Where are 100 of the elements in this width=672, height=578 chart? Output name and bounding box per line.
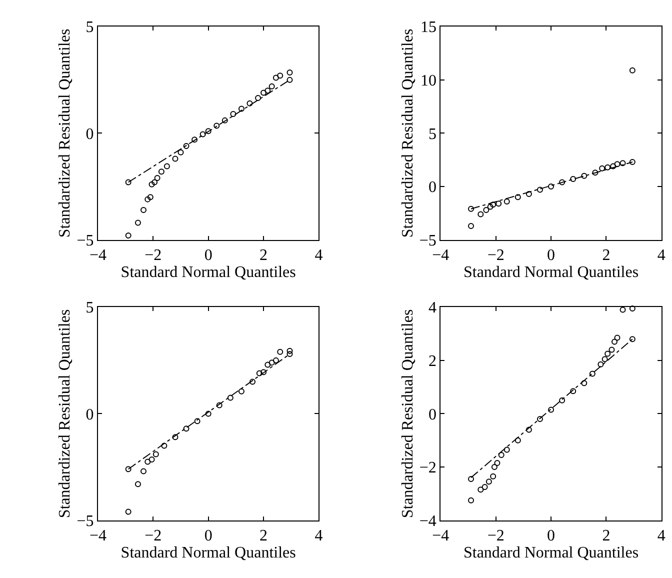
- point: [264, 362, 271, 368]
- point: [277, 348, 284, 355]
- point: [483, 206, 490, 213]
- x-tick-label: 2: [260, 247, 268, 264]
- point: [548, 406, 554, 413]
- point: [486, 478, 492, 485]
- point: [614, 334, 620, 341]
- point: [610, 163, 616, 170]
- point: [260, 369, 267, 376]
- point: [144, 196, 151, 202]
- x-tick-label: −2: [487, 528, 504, 545]
- point: [125, 179, 132, 186]
- point: [514, 194, 521, 200]
- point: [268, 83, 275, 90]
- point: [526, 190, 532, 197]
- point: [496, 200, 502, 207]
- point: [468, 206, 474, 212]
- point: [183, 143, 190, 150]
- point: [490, 473, 496, 480]
- x-tick-label: 0: [547, 247, 556, 264]
- x-tick-label: −2: [487, 247, 504, 264]
- point: [264, 88, 271, 94]
- point: [125, 508, 132, 515]
- point: [216, 402, 222, 408]
- point: [620, 160, 626, 166]
- y-tick-label: 0: [86, 406, 94, 424]
- x-tick-label: 4: [657, 528, 666, 545]
- point: [256, 370, 262, 376]
- point: [629, 336, 636, 342]
- point: [183, 426, 190, 432]
- point: [205, 410, 212, 417]
- point: [581, 172, 588, 179]
- point: [536, 186, 543, 193]
- x-tick-label: 0: [204, 528, 212, 545]
- point: [559, 179, 566, 186]
- point: [599, 165, 606, 172]
- y-axis-title: Standardized Residual Quantiles: [399, 28, 416, 238]
- point: [526, 426, 532, 433]
- point: [570, 388, 576, 394]
- point: [570, 176, 576, 182]
- y-tick-label: 10: [420, 72, 436, 90]
- point: [178, 149, 184, 156]
- point: [238, 388, 244, 394]
- point: [504, 446, 510, 453]
- y-axis-title: Standardized Residual Quantiles: [399, 309, 416, 518]
- point: [468, 497, 474, 504]
- x-tick-label: 4: [657, 247, 666, 264]
- y-tick-label: −5: [419, 232, 436, 250]
- y-axis-title: Standardized Residual Quantiles: [56, 28, 74, 238]
- point: [272, 74, 279, 81]
- point: [148, 456, 155, 463]
- x-tick-label: 2: [260, 528, 268, 545]
- point: [611, 338, 618, 345]
- point: [498, 452, 504, 458]
- point: [227, 394, 234, 401]
- point: [154, 174, 160, 181]
- point: [286, 69, 293, 76]
- x-tick-label: −2: [144, 247, 162, 264]
- point: [478, 211, 484, 218]
- point: [581, 380, 588, 386]
- x-axis-title: Standard Normal Quantiles: [463, 544, 639, 562]
- point: [598, 361, 604, 368]
- point: [604, 164, 611, 170]
- point: [172, 434, 178, 440]
- point: [172, 156, 178, 162]
- point: [548, 184, 554, 190]
- x-tick-label: 4: [314, 528, 323, 545]
- point: [238, 106, 244, 112]
- point: [161, 442, 168, 449]
- y-tick-label: 5: [86, 300, 94, 317]
- point: [158, 168, 164, 175]
- point: [255, 95, 262, 102]
- y-tick-label: 0: [428, 179, 436, 196]
- point: [144, 458, 151, 465]
- y-tick-label: −4: [419, 512, 436, 530]
- point: [286, 348, 293, 354]
- point: [482, 484, 488, 490]
- point: [494, 460, 500, 466]
- point: [629, 305, 636, 312]
- point: [125, 466, 132, 472]
- point: [134, 220, 141, 226]
- x-tick-label: 0: [204, 247, 212, 264]
- point: [286, 351, 293, 358]
- point: [559, 397, 566, 404]
- point: [222, 117, 228, 124]
- point: [490, 202, 496, 208]
- point: [164, 163, 170, 170]
- point: [504, 198, 510, 204]
- point: [214, 122, 220, 129]
- point: [592, 170, 598, 176]
- point: [468, 476, 474, 482]
- point: [629, 159, 636, 166]
- y-tick-label: 4: [428, 300, 436, 317]
- y-tick-label: 5: [86, 19, 94, 36]
- point: [125, 232, 132, 239]
- point: [468, 222, 474, 229]
- point: [602, 356, 608, 362]
- point: [152, 179, 158, 186]
- y-tick-label: 5: [428, 126, 436, 143]
- point: [277, 72, 284, 79]
